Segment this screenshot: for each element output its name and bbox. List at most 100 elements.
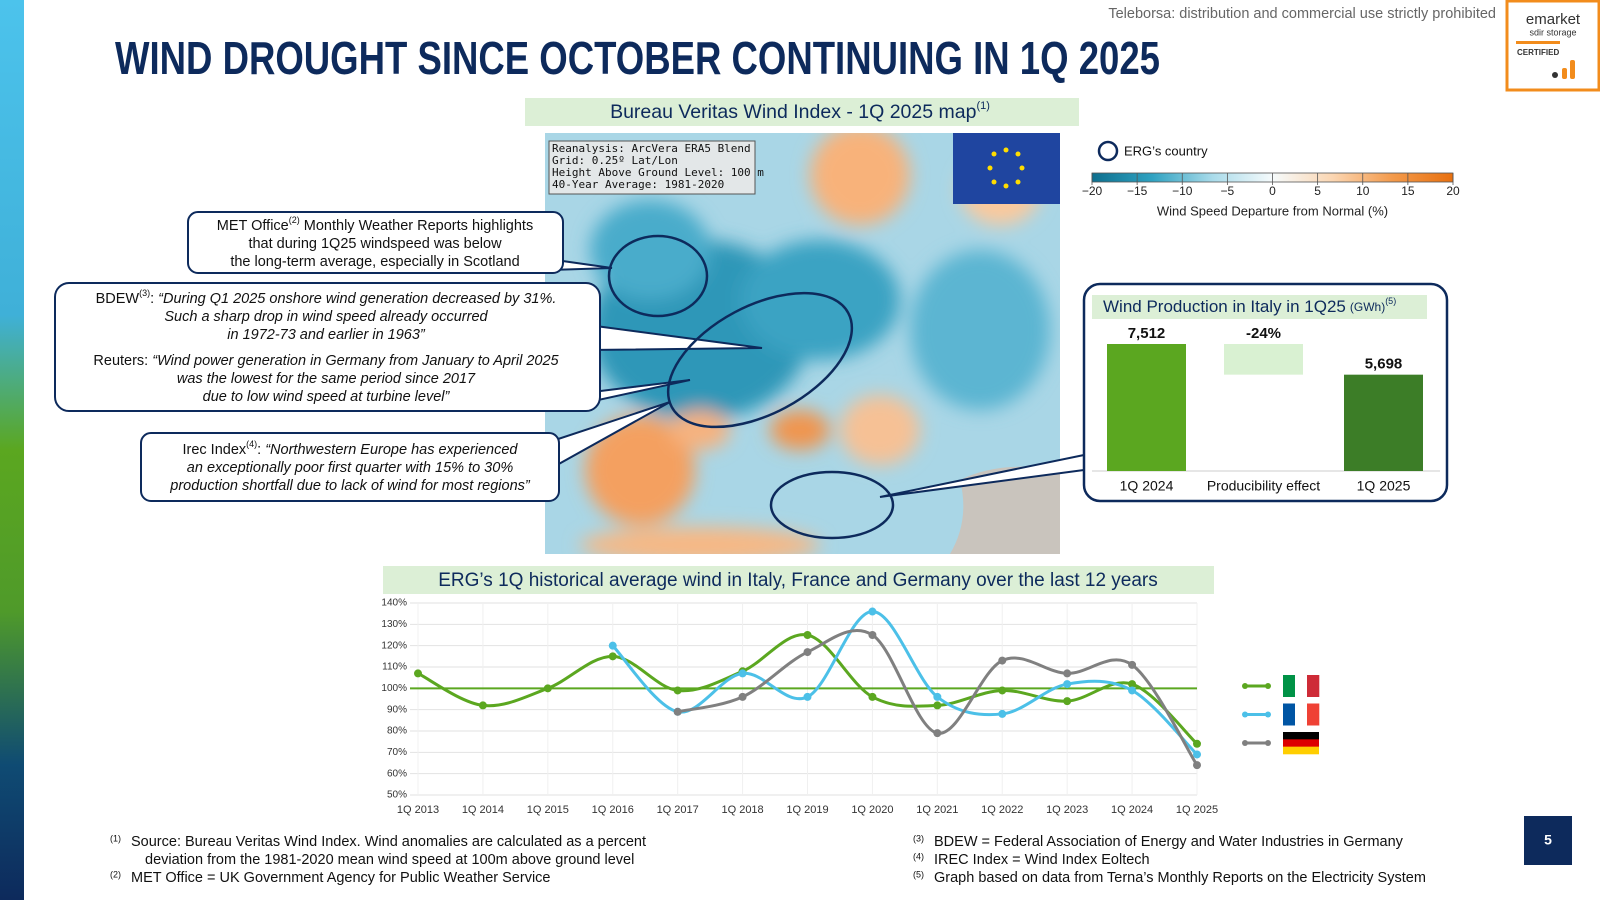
data-point xyxy=(803,631,812,639)
data-point xyxy=(1128,660,1137,669)
legend-dot xyxy=(1242,683,1248,689)
side-bar xyxy=(0,0,24,900)
callout-text: “Northwestern Europe has experienced xyxy=(265,442,518,458)
legend-flag xyxy=(1283,746,1319,755)
data-point xyxy=(868,692,877,701)
data-point xyxy=(608,652,617,661)
bar-value-label: 7,512 xyxy=(1128,325,1166,342)
data-point xyxy=(933,729,942,738)
logo: emarket sdir storage CERTIFIED xyxy=(1505,0,1600,92)
data-point xyxy=(673,686,682,695)
bar-title-note: (5) xyxy=(1385,296,1396,306)
y-tick-label: 80% xyxy=(387,726,407,737)
footnote-marker: (1) xyxy=(110,833,121,843)
callout-lead: Irec Index xyxy=(182,442,246,458)
data-point xyxy=(1193,739,1201,748)
legend-dot xyxy=(1242,711,1248,718)
data-point xyxy=(414,669,422,678)
data-point xyxy=(998,709,1007,718)
footnote-text: BDEW = Federal Association of Energy and… xyxy=(934,834,1404,850)
data-point xyxy=(803,648,812,657)
legend-flag xyxy=(1283,739,1319,747)
x-tick-label: 1Q 2021 xyxy=(916,804,958,816)
delta-label: -24% xyxy=(1246,325,1281,342)
callout-lead: MET Office xyxy=(217,218,289,234)
callout-line: due to low wind speed at turbine level” xyxy=(203,389,451,405)
callout-line: the long-term average, especially in Sco… xyxy=(230,254,519,270)
bar-title-unit: (GWh) xyxy=(1350,300,1385,314)
map-title-note: (1) xyxy=(976,100,989,112)
callout-text: was the lowest for the same period since… xyxy=(177,371,476,387)
callouts: MET Office(2) Monthly Weather Reports hi… xyxy=(93,215,559,493)
callout-text: that during 1Q25 windspeed was below xyxy=(248,236,502,252)
callout-text: production shortfall due to lack of wind… xyxy=(169,478,531,494)
colorbar-tick-label: 20 xyxy=(1446,184,1460,198)
page-number-box xyxy=(1524,816,1572,865)
callout-text: in 1972-73 and earlier in 1963” xyxy=(227,327,426,343)
callout-text: the long-term average, especially in Sco… xyxy=(230,254,519,270)
x-tick-label: 1Q 2022 xyxy=(981,804,1023,816)
callout-line: that during 1Q25 windspeed was below xyxy=(248,236,502,252)
callout-text: due to low wind speed at turbine level” xyxy=(203,389,451,405)
line-chart: 50% 60% 70% 80% 90% 100% 110% 120% 130% 140% 1Q 20… xyxy=(381,598,1320,816)
data-point xyxy=(1063,680,1072,689)
callout-line: BDEW(3): “During Q1 2025 onshore wind ge… xyxy=(96,288,557,306)
callout-text: “During Q1 2025 onshore wind generation … xyxy=(158,291,556,307)
bar-value-label: 5,698 xyxy=(1365,356,1403,373)
legend-flag xyxy=(1283,732,1319,740)
y-tick-label: 120% xyxy=(381,640,407,651)
data-point xyxy=(1063,697,1072,706)
legend-flag xyxy=(1295,703,1308,726)
map-info: Reanalysis: ArcVera ERA5 Blend xyxy=(552,142,751,155)
colorbar-tick-label: −5 xyxy=(1221,184,1235,198)
y-tick-label: 70% xyxy=(387,747,407,758)
map-info: 40-Year Average: 1981-2020 xyxy=(552,178,724,191)
notice: Teleborsa: distribution and commercial u… xyxy=(1108,6,1496,22)
x-tick-label: 1Q 2017 xyxy=(657,804,699,816)
x-tick-label: 1Q 2023 xyxy=(1046,804,1088,816)
data-point xyxy=(868,631,877,639)
y-tick-label: 110% xyxy=(382,662,407,673)
legend-label: ERG’s country xyxy=(1124,143,1208,158)
bar xyxy=(1224,344,1303,375)
bar-chart: 7,512 1Q 2024 -24% Producibility effect 5,69… xyxy=(1092,325,1440,494)
legend-dot xyxy=(1265,683,1271,689)
y-tick-label: 50% xyxy=(387,790,407,801)
legend-dot xyxy=(1265,711,1271,718)
x-tick-label: 1Q 2014 xyxy=(462,804,504,816)
callout-text: “Wind power generation in Germany from J… xyxy=(152,353,559,369)
colorbar-tick-label: 15 xyxy=(1401,184,1415,198)
footnote-text: deviation from the 1981-2020 mean wind s… xyxy=(145,852,634,868)
map-title: Bureau Veritas Wind Index - 1Q 2025 map(… xyxy=(610,100,990,123)
colorbar-tick-label: −15 xyxy=(1127,184,1148,198)
legend-dot xyxy=(1242,740,1248,746)
callout-line: was the lowest for the same period since… xyxy=(177,371,476,387)
footnote-marker: (2) xyxy=(110,869,121,879)
x-tick-label: 1Q 2025 xyxy=(1357,478,1411,494)
data-point xyxy=(1128,686,1137,695)
footnote-text: Graph based on data from Terna’s Monthly… xyxy=(934,870,1426,886)
x-tick-label: Producibility effect xyxy=(1207,478,1320,494)
x-tick-label: 1Q 2016 xyxy=(592,804,634,816)
logo-badge: CERTIFIED xyxy=(1517,48,1559,57)
colorbar-tick-label: 5 xyxy=(1314,184,1321,198)
x-tick-label: 1Q 2019 xyxy=(786,804,828,816)
x-tick-label: 1Q 2024 xyxy=(1120,478,1174,494)
callout-line: an exceptionally poor first quarter with… xyxy=(187,460,514,476)
callout-note: (3) xyxy=(139,288,150,298)
y-tick-label: 90% xyxy=(387,704,407,715)
footnotes: (1) Source: Bureau Veritas Wind Index. Wi… xyxy=(110,833,1426,885)
callout-note: (4) xyxy=(246,439,257,449)
data-point xyxy=(998,686,1007,695)
legend-flag xyxy=(1307,675,1320,697)
footnote-marker: (3) xyxy=(913,833,924,843)
callout-line: Reuters: “Wind power generation in Germa… xyxy=(93,353,559,369)
footnote-marker: (4) xyxy=(913,851,924,861)
x-tick-label: 1Q 2025 xyxy=(1176,804,1218,816)
bar-title: Wind Production in Italy in 1Q25 (GWh)(5) xyxy=(1103,296,1396,316)
callout-text: Such a sharp drop in wind speed already … xyxy=(164,309,488,325)
callout-sep: : xyxy=(150,291,158,307)
x-tick-label: 1Q 2013 xyxy=(397,804,439,816)
callout-text: an exceptionally poor first quarter with… xyxy=(187,460,514,476)
